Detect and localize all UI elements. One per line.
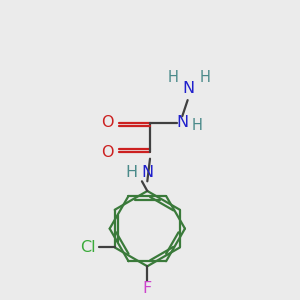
Text: H: H — [125, 165, 137, 180]
Text: O: O — [101, 115, 113, 130]
Text: Cl: Cl — [80, 240, 96, 255]
Text: N: N — [183, 81, 195, 96]
Text: H: H — [200, 70, 210, 85]
Text: H: H — [191, 118, 202, 133]
Text: N: N — [141, 165, 153, 180]
Text: F: F — [143, 281, 152, 296]
Text: N: N — [176, 115, 188, 130]
Text: H: H — [167, 70, 178, 85]
Text: O: O — [101, 145, 113, 160]
